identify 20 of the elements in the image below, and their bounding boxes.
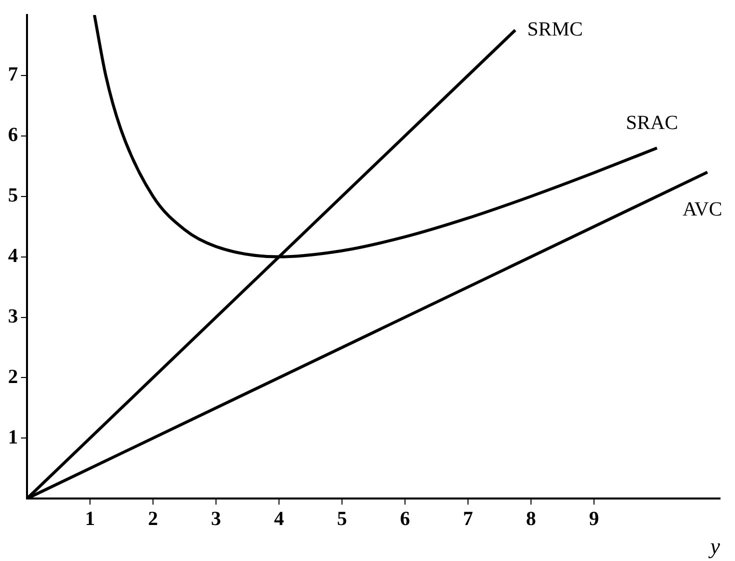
- y-tick-label: 3: [8, 305, 18, 328]
- x-tick-label: 9: [589, 508, 599, 530]
- series-label: SRMC: [527, 18, 583, 40]
- x-tick-label: 3: [211, 508, 221, 530]
- x-tick-label: 5: [337, 508, 347, 530]
- x-axis-title: y: [708, 534, 720, 559]
- x-tick-label: 2: [148, 508, 158, 530]
- y-tick-label: 1: [8, 426, 18, 448]
- y-tick-label: 5: [8, 184, 18, 207]
- series-label: SRAC: [626, 112, 678, 134]
- y-tick-label: 4: [8, 244, 18, 267]
- x-tick-label: 8: [526, 508, 536, 530]
- y-tick-label: 6: [8, 124, 18, 146]
- x-tick-label: 6: [400, 508, 410, 530]
- x-tick-label: 7: [463, 508, 473, 530]
- x-tick-label: 1: [85, 508, 95, 530]
- x-tick-label: 4: [274, 508, 284, 530]
- series-label: AVC: [682, 198, 722, 220]
- y-tick-label: 7: [8, 64, 18, 86]
- y-tick-label: 2: [8, 366, 18, 388]
